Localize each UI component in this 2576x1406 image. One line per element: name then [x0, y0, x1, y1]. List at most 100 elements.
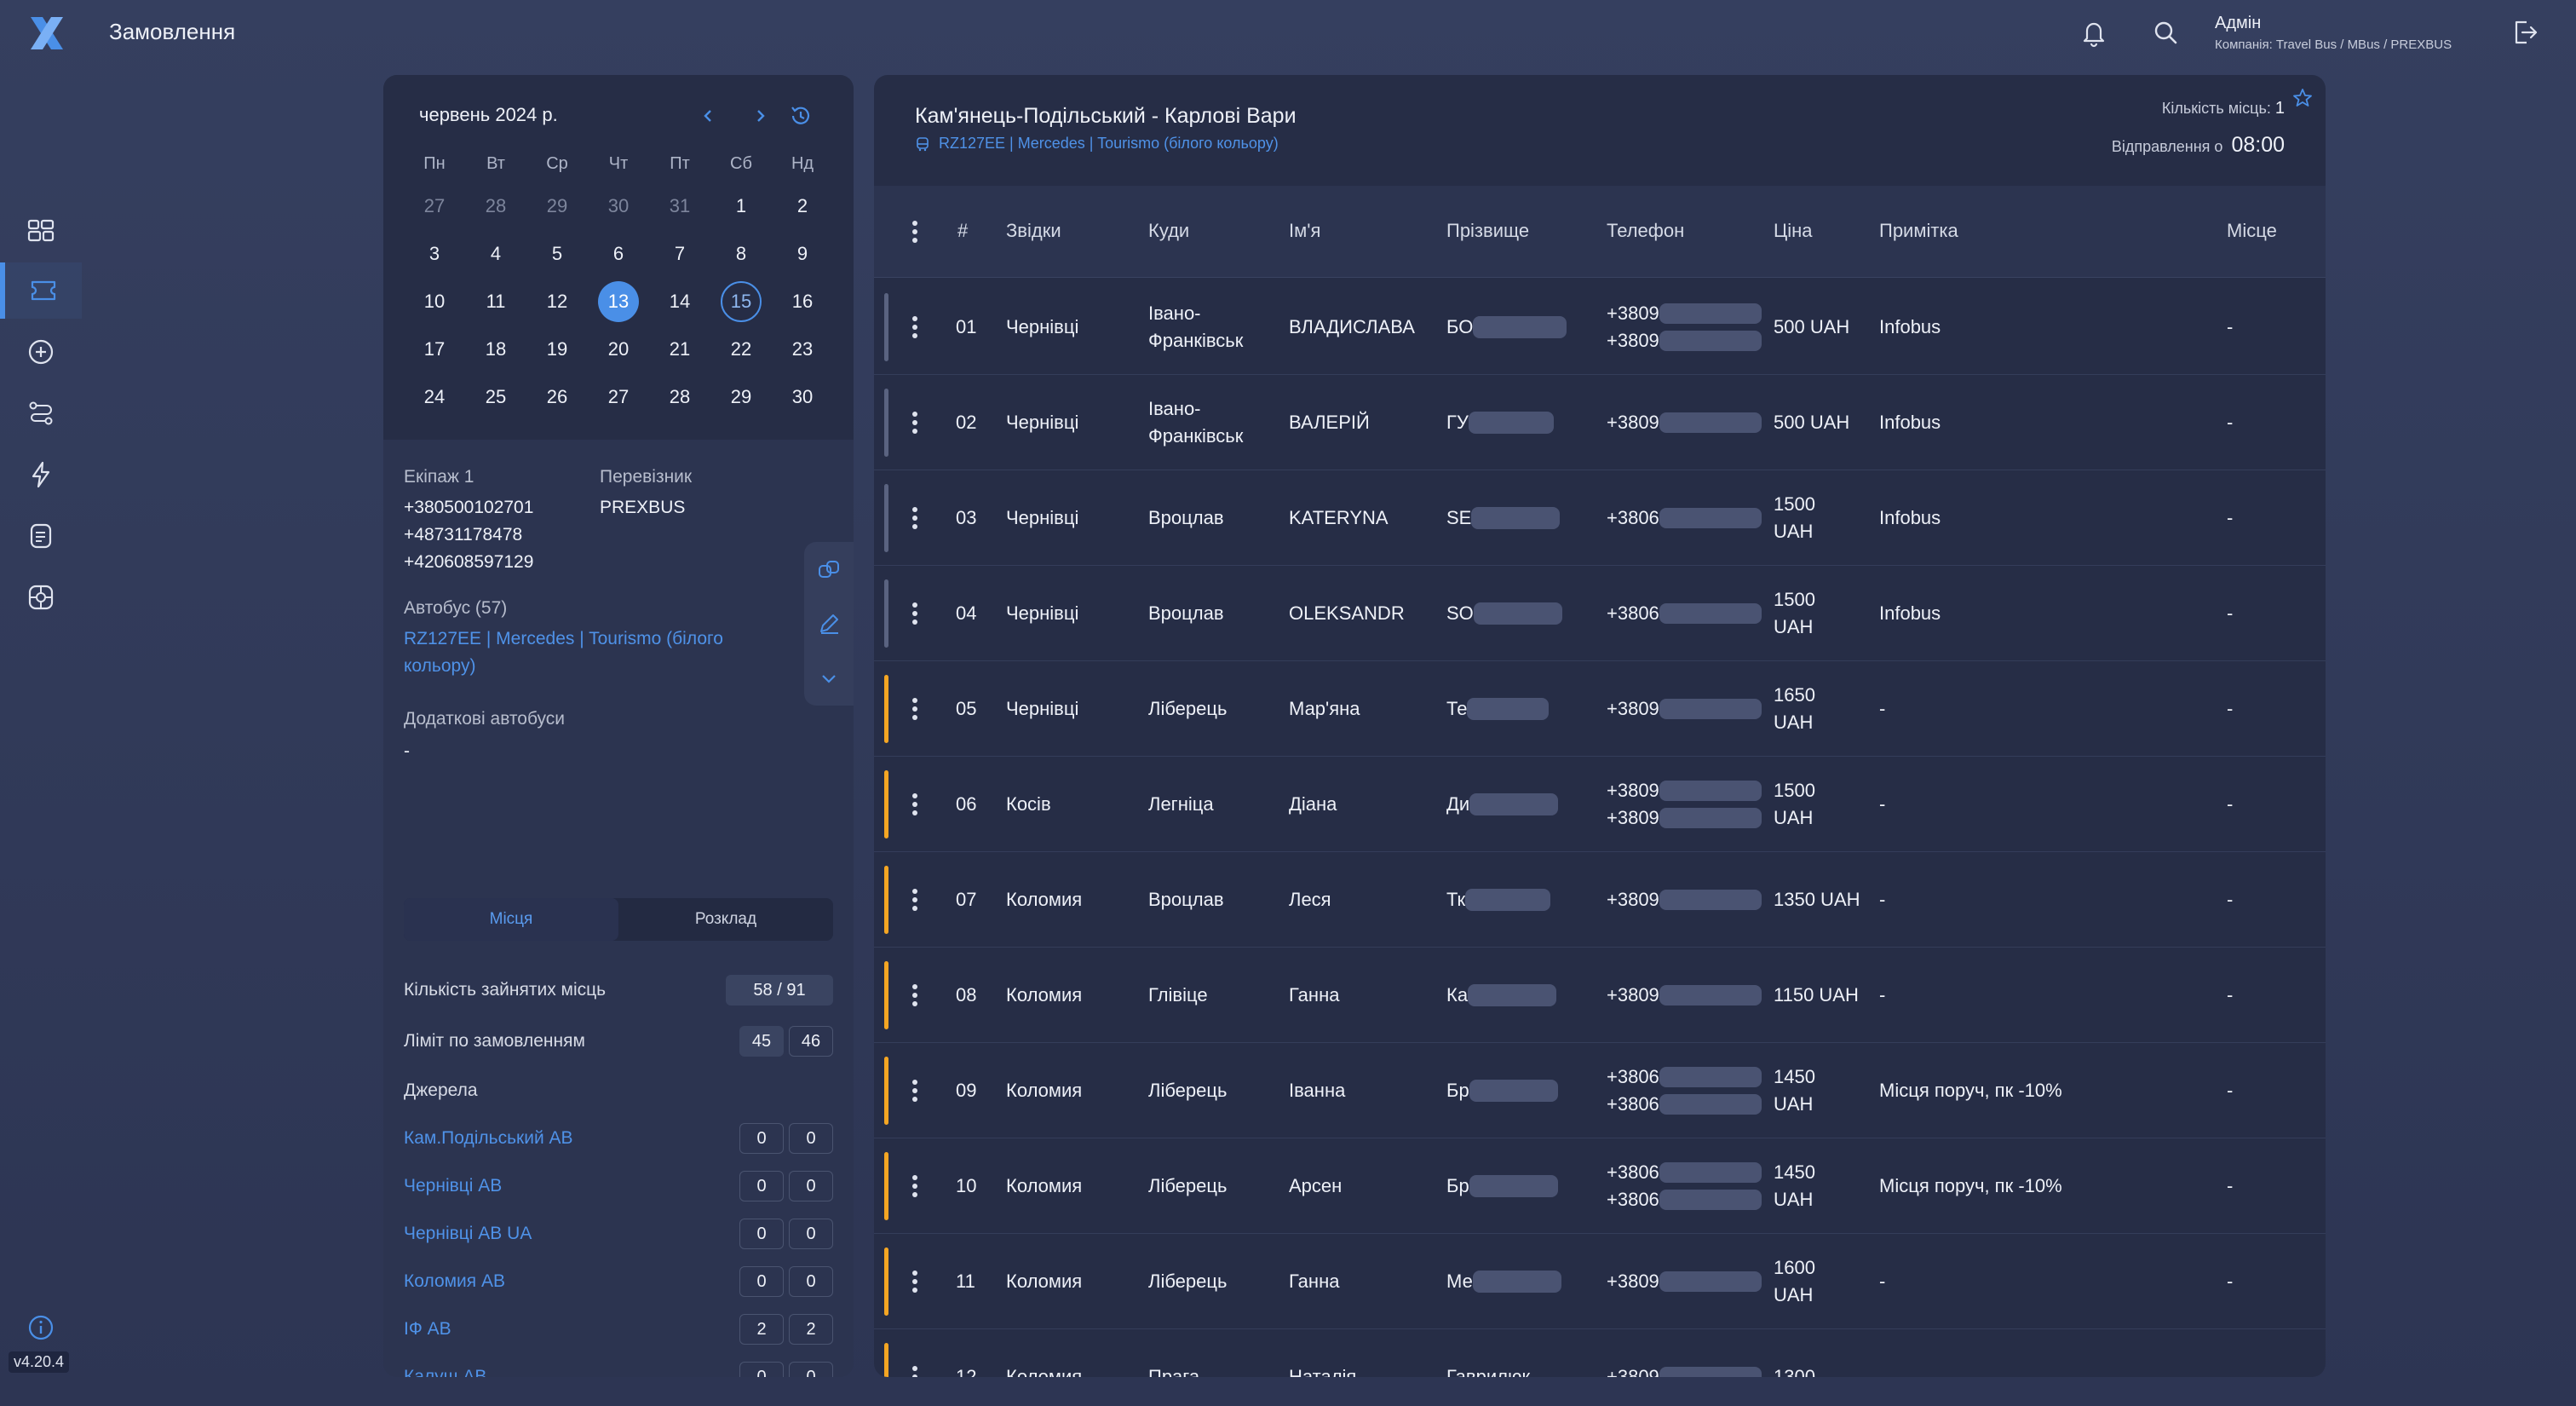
source-value-a[interactable]: 0 — [739, 1362, 784, 1377]
table-row[interactable]: 04 Чернівці Вроцлав OLEKSANDR SO +3806 1… — [874, 566, 2326, 661]
source-name[interactable]: Чернівці АВ — [404, 1176, 503, 1196]
calendar-day[interactable]: 12 — [526, 281, 588, 322]
calendar-day[interactable]: 24 — [404, 377, 465, 418]
kebab-menu-icon[interactable] — [911, 506, 918, 530]
today-button[interactable] — [785, 101, 816, 131]
tab-schedule[interactable]: Розклад — [694, 910, 757, 928]
calendar-day[interactable]: 20 — [588, 329, 649, 370]
sidebar-item-routes[interactable] — [0, 385, 82, 441]
kebab-menu-icon[interactable] — [911, 888, 918, 912]
sidebar-item-support[interactable] — [0, 569, 82, 625]
bell-icon[interactable] — [2077, 15, 2111, 49]
calendar-day[interactable]: 8 — [710, 233, 772, 274]
row-seat[interactable]: - — [2227, 793, 2234, 815]
next-month-button[interactable] — [745, 101, 775, 131]
source-value-a[interactable]: 0 — [739, 1219, 784, 1249]
kebab-menu-icon[interactable] — [911, 220, 918, 244]
source-name[interactable]: ІФ АВ — [404, 1319, 451, 1339]
calendar-day[interactable]: 9 — [772, 233, 833, 274]
kebab-menu-icon[interactable] — [911, 315, 918, 339]
calendar-day[interactable]: 29 — [710, 377, 772, 418]
calendar-day[interactable]: 23 — [772, 329, 833, 370]
calendar-day[interactable]: 3 — [404, 233, 465, 274]
source-name[interactable]: Калуш АВ — [404, 1367, 487, 1377]
calendar-day[interactable]: 16 — [772, 281, 833, 322]
th-from[interactable]: Звідки — [1006, 220, 1061, 241]
th-surname[interactable]: Прізвище — [1446, 220, 1530, 241]
calendar-day[interactable]: 13 — [588, 281, 649, 322]
expand-button[interactable] — [804, 651, 854, 706]
calendar-day[interactable]: 17 — [404, 329, 465, 370]
table-row[interactable]: 12 Коломия Прага Наталія Гаврилюк +3809 … — [874, 1329, 2326, 1377]
kebab-menu-icon[interactable] — [911, 1174, 918, 1198]
search-icon[interactable] — [2148, 15, 2182, 49]
user-name[interactable]: Адмін — [2215, 14, 2262, 32]
calendar-day[interactable]: 31 — [649, 186, 710, 227]
th-seat[interactable]: Місце — [2227, 220, 2277, 241]
table-row[interactable]: 05 Чернівці Ліберець Мар'яна Те +3809 16… — [874, 661, 2326, 757]
row-seat[interactable]: - — [2227, 889, 2234, 910]
source-name[interactable]: Кам.Подільський АВ — [404, 1128, 573, 1148]
sidebar-item-add[interactable] — [0, 324, 82, 380]
copy-button[interactable] — [804, 542, 854, 596]
th-phone[interactable]: Телефон — [1607, 220, 1685, 241]
kebab-menu-icon[interactable] — [911, 1079, 918, 1103]
kebab-menu-icon[interactable] — [911, 792, 918, 816]
row-seat[interactable]: - — [2227, 602, 2234, 624]
calendar-day[interactable]: 5 — [526, 233, 588, 274]
prev-month-button[interactable] — [693, 101, 724, 131]
source-value-a[interactable]: 0 — [739, 1266, 784, 1297]
calendar-day[interactable]: 18 — [465, 329, 526, 370]
calendar-day[interactable]: 25 — [465, 377, 526, 418]
source-value-b[interactable]: 0 — [789, 1362, 833, 1377]
calendar-day[interactable]: 27 — [588, 377, 649, 418]
calendar-day[interactable]: 30 — [588, 186, 649, 227]
th-name[interactable]: Ім'я — [1289, 220, 1321, 241]
sidebar-item-documents[interactable] — [0, 508, 82, 564]
kebab-menu-icon[interactable] — [911, 1365, 918, 1377]
calendar-day[interactable]: 10 — [404, 281, 465, 322]
kebab-menu-icon[interactable] — [911, 602, 918, 625]
table-row[interactable]: 06 Косів Легніца Діана Ди +3809 +3809 150… — [874, 757, 2326, 852]
tab-seats[interactable]: Місця — [404, 898, 618, 941]
calendar-day[interactable]: 19 — [526, 329, 588, 370]
calendar-day[interactable]: 4 — [465, 233, 526, 274]
calendar-day[interactable]: 6 — [588, 233, 649, 274]
calendar-day[interactable]: 1 — [710, 186, 772, 227]
star-icon[interactable] — [2291, 87, 2314, 109]
calendar-day[interactable]: 15 — [710, 281, 772, 322]
calendar-day[interactable]: 28 — [465, 186, 526, 227]
source-value-a[interactable]: 0 — [739, 1123, 784, 1154]
calendar-day[interactable]: 14 — [649, 281, 710, 322]
calendar-day[interactable]: 11 — [465, 281, 526, 322]
calendar-day[interactable]: 26 — [526, 377, 588, 418]
calendar-day[interactable]: 22 — [710, 329, 772, 370]
row-seat[interactable]: - — [2227, 316, 2234, 337]
th-to[interactable]: Куди — [1148, 220, 1190, 241]
table-row[interactable]: 08 Коломия Глівіце Ганна Ка +3809 1150 U… — [874, 948, 2326, 1043]
source-value-a[interactable]: 0 — [739, 1171, 784, 1201]
limit-value-b[interactable]: 46 — [789, 1026, 833, 1057]
sidebar-item-quick[interactable] — [0, 447, 82, 503]
route-bus[interactable]: RZ127EE | Mercedes | Tourismo (білого ко… — [915, 135, 1279, 153]
calendar-day[interactable]: 21 — [649, 329, 710, 370]
bus-link[interactable]: RZ127EE | Mercedes | Tourismo (білого ко… — [404, 629, 723, 676]
logout-icon[interactable] — [2508, 15, 2542, 49]
table-row[interactable]: 03 Чернівці Вроцлав KATERYNA SE +3806 15… — [874, 470, 2326, 566]
source-name[interactable]: Чернівці АВ UA — [404, 1224, 532, 1243]
logo-icon[interactable] — [27, 15, 66, 51]
table-row[interactable]: 11 Коломия Ліберець Ганна Ме +3809 1600 … — [874, 1234, 2326, 1329]
source-value-a[interactable]: 2 — [739, 1314, 784, 1345]
sidebar-item-dashboard[interactable] — [0, 203, 82, 259]
row-seat[interactable]: - — [2227, 1175, 2234, 1196]
table-row[interactable]: 09 Коломия Ліберець Іванна Бр +3806 +3806… — [874, 1043, 2326, 1138]
source-value-b[interactable]: 2 — [789, 1314, 833, 1345]
kebab-menu-icon[interactable] — [911, 1270, 918, 1294]
edit-button[interactable] — [804, 596, 854, 651]
calendar-day[interactable]: 7 — [649, 233, 710, 274]
kebab-menu-icon[interactable] — [911, 983, 918, 1007]
table-row[interactable]: 02 Чернівці Івано- Франківськ ВАЛЕРІЙ ГУ… — [874, 375, 2326, 470]
kebab-menu-icon[interactable] — [911, 697, 918, 721]
source-value-b[interactable]: 0 — [789, 1219, 833, 1249]
source-value-b[interactable]: 0 — [789, 1123, 833, 1154]
